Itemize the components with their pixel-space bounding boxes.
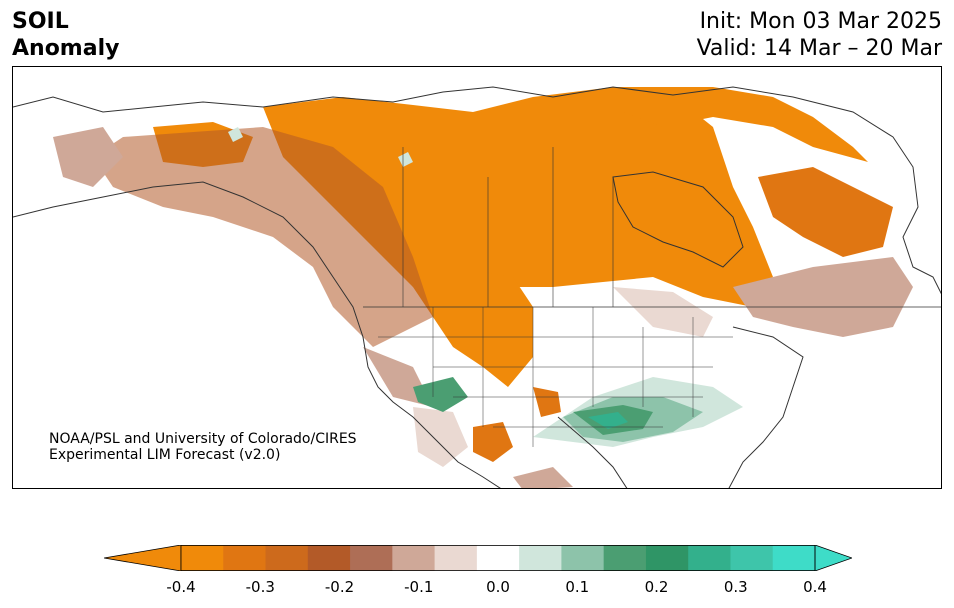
colorbar-block: [519, 545, 562, 571]
map-title: SOIL Anomaly: [12, 8, 119, 62]
colorbar-blocks: [104, 545, 852, 571]
colorbar-tick-label: -0.2: [324, 578, 355, 596]
map-panel: [12, 66, 942, 489]
dry-anomaly-shading: [53, 87, 913, 488]
anomaly-map: [13, 86, 941, 488]
colorbar-block: [265, 545, 309, 571]
forecast-dates: Init: Mon 03 Mar 2025 Valid: 14 Mar – 20 …: [697, 8, 942, 62]
credit-line-2: Experimental LIM Forecast (v2.0): [49, 447, 281, 463]
colorbar-tick-label: -0.3: [245, 578, 275, 596]
colorbar-block: [307, 545, 351, 571]
colorbar-block: [730, 545, 774, 571]
colorbar-tick-label: 0.0: [486, 578, 510, 596]
colorbar-block: [645, 545, 689, 571]
colorbar-tick-label: 0.1: [565, 578, 590, 596]
colorbar-block: [688, 545, 731, 571]
title-line-1: SOIL: [12, 9, 69, 34]
colorbar-tick-labels: -0.4 -0.3 -0.2 -0.1 0.0 0.1 0.2 0.3 0.4: [0, 578, 954, 598]
colorbar-tick-label: 0.4: [803, 578, 827, 596]
valid-date: Valid: 14 Mar – 20 Mar: [696, 36, 942, 61]
colorbar-block: [223, 545, 267, 571]
colorbar-block: [350, 545, 393, 571]
wet-anomaly-shading: [228, 127, 743, 447]
colorbar-block: [392, 545, 436, 571]
title-line-2: Anomaly: [12, 36, 120, 61]
init-date: Init: Mon 03 Mar 2025: [699, 9, 942, 34]
colorbar-block: [181, 545, 224, 571]
colorbar-tick-label: -0.4: [166, 578, 196, 596]
colorbar-outline: [180, 545, 816, 571]
colorbar: [104, 545, 852, 571]
credit-text: NOAA/PSL and University of Colorado/CIRE…: [49, 431, 357, 463]
colorbar-block: [476, 545, 520, 571]
colorbar-block: [772, 545, 816, 571]
colorbar-tick-label: 0.2: [644, 578, 669, 596]
credit-line-1: NOAA/PSL and University of Colorado/CIRE…: [49, 431, 357, 447]
colorbar-block: [434, 545, 478, 571]
colorbar-tick-label: -0.1: [404, 578, 434, 596]
coastlines-and-borders: [13, 86, 941, 488]
colorbar-extend-low: [104, 545, 182, 571]
colorbar-block: [603, 545, 647, 571]
colorbar-tick-label: 0.3: [723, 578, 748, 596]
colorbar-block: [561, 545, 605, 571]
colorbar-extend-high: [814, 545, 852, 571]
